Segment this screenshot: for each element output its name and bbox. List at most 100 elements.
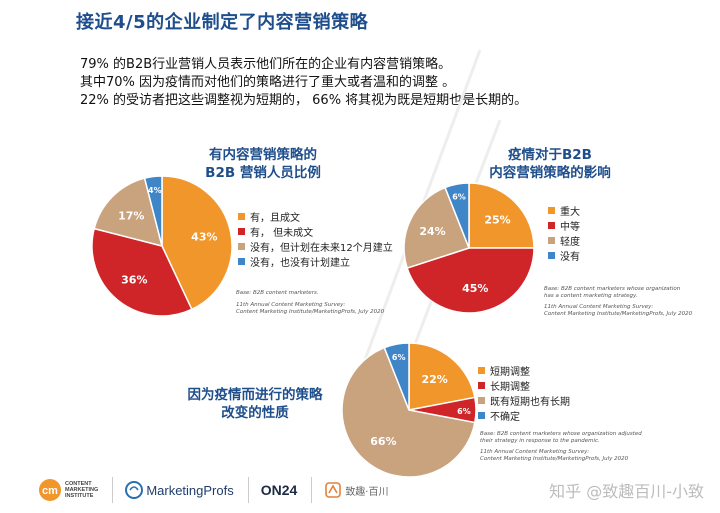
chart3-slice-label-3: 66%: [370, 435, 396, 448]
chart2-source-line-4: Content Marketing Institute/MarketingPro…: [544, 311, 693, 317]
chart1-source-line-3: Content Marketing Institute/MarketingPro…: [236, 309, 385, 315]
chart1-slice-label-2: 36%: [121, 273, 147, 286]
chart2-legend-item: 轻度: [548, 233, 580, 248]
chart2-legend-label: 轻度: [560, 237, 580, 248]
zhiqu-logo: 致趣·百川: [324, 481, 389, 499]
chart3-slice-3: [341, 346, 476, 478]
intro-line-1: 79% 的B2B行业营销人员表示他们所在的企业有内容营销策略。: [80, 57, 452, 72]
chart2-pie: 25% 45% 24% 6%: [403, 182, 535, 314]
footer-divider-1: [112, 477, 114, 503]
chart1-source: Base: B2B content marketers. 11th Annual…: [236, 290, 384, 316]
chart3-slice-label-2: 6%: [457, 407, 471, 416]
chart3-legend-swatch: [478, 397, 485, 404]
intro-line-3: 22% 的受访者把这些调整视为短期的， 66% 将其视为既是短期也是长期的。: [80, 93, 528, 108]
chart1-legend-item: 没有，也没有计划建立: [238, 254, 393, 269]
chart3-title-line-2: 改变的性质: [221, 405, 289, 421]
on24-logo: ON24: [261, 482, 298, 498]
chart2-legend-item: 重大: [548, 203, 580, 218]
chart3-legend-label: 长期调整: [490, 382, 530, 393]
chart3-slice-1: [408, 342, 476, 411]
chart2-slice-label-3: 24%: [419, 225, 445, 238]
chart2-legend-label: 没有: [560, 252, 580, 263]
chart1-legend-label: 有， 但未成文: [250, 228, 314, 239]
chart3-source-line-4: Content Marketing Institute/MarketingPro…: [480, 456, 629, 462]
zhihu-watermark: 知乎 @致趣百川-小致: [549, 482, 704, 501]
chart2-slice-label-4: 6%: [452, 193, 466, 202]
chart2-title-line-2: 内容营销策略的影响: [489, 165, 611, 181]
cmi-logo-mark-text: cm: [42, 485, 58, 497]
chart1-legend-item: 有， 但未成文: [238, 224, 393, 239]
chart3-legend-label: 既有短期也有长期: [490, 397, 570, 408]
cmi-logo-mark: cm: [39, 479, 61, 501]
marketingprofs-logo-text: MarketingProfs: [146, 482, 234, 498]
chart3-legend-label: 不确定: [490, 412, 520, 423]
chart3-legend-item: 短期调整: [478, 363, 570, 378]
chart3-legend-item: 既有短期也有长期: [478, 393, 570, 408]
chart2-slice-label-2: 45%: [462, 282, 488, 295]
chart3-source-line-2: their strategy in response to the pandem…: [480, 438, 600, 444]
chart1-slice-3: [93, 177, 164, 248]
chart3-legend-item: 长期调整: [478, 378, 570, 393]
zhiqu-logo-mark: [325, 482, 342, 498]
chart1-title-line-1: 有内容营销策略的: [209, 147, 317, 163]
chart2-slice-4: [444, 182, 470, 249]
chart2-source-line-1: Base: B2B content marketers whose organi…: [544, 286, 681, 292]
chart1-title: 有内容营销策略的 B2B 营销人员比例: [188, 146, 338, 182]
chart3-slice-label-4: 6%: [392, 353, 406, 362]
chart2-legend-swatch: [548, 252, 555, 259]
footer-divider-3: [311, 477, 313, 503]
chart3-slice-label-1: 22%: [421, 373, 447, 386]
chart2-source-line-2: has a content marketing strategy.: [544, 293, 638, 299]
chart3-legend-swatch: [478, 412, 485, 419]
chart1-slice-1: [161, 175, 233, 311]
intro-line-2: 其中70% 因为疫情而对他们的策略进行了重大或者温和的调整 。: [80, 75, 456, 90]
chart1-slice-label-1: 43%: [191, 231, 217, 244]
footer-divider-2: [247, 477, 249, 503]
chart1-title-line-2: B2B 营销人员比例: [205, 165, 321, 181]
chart3-title-line-1: 因为疫情而进行的策略: [187, 387, 323, 403]
chart1-legend-label: 没有，但计划在未来12个月建立: [250, 243, 393, 254]
chart1-slice-label-4: 4%: [148, 186, 162, 195]
chart3-legend-swatch: [478, 382, 485, 389]
chart1-slice-4: [143, 175, 163, 247]
page-title: 接近4/5的企业制定了内容营销策略: [76, 12, 369, 33]
chart1-source-line-2: 11th Annual Content Marketing Survey:: [236, 302, 346, 308]
chart2-source: Base: B2B content marketers whose organi…: [544, 286, 692, 318]
footer-logos: cm CONTENT MARKETING INSTITUTE Marketing…: [38, 472, 403, 508]
chart3-legend-label: 短期调整: [490, 367, 530, 378]
chart3-source: Base: B2B content marketers whose organi…: [480, 431, 642, 463]
chart2-legend-label: 重大: [560, 207, 580, 218]
chart2-legend-swatch: [548, 237, 555, 244]
chart3-legend-swatch: [478, 367, 485, 374]
chart1-source-line-1: Base: B2B content marketers.: [236, 290, 319, 296]
chart3-pie: 22% 6% 66% 6%: [341, 342, 477, 478]
chart1-legend-item: 有，且成文: [238, 209, 393, 224]
chart1-legend-swatch: [238, 243, 245, 250]
chart3-source-line-1: Base: B2B content marketers whose organi…: [480, 431, 642, 437]
chart1-legend-label: 有，且成文: [250, 213, 300, 224]
chart2-legend-swatch: [548, 207, 555, 214]
chart1-legend: 有，且成文有， 但未成文没有，但计划在未来12个月建立 没有，也没有计划建立: [238, 209, 393, 269]
chart2-title-line-1: 疫情对于B2B: [508, 147, 592, 163]
chart2-legend-label: 中等: [560, 222, 580, 233]
chart2-legend: 重大 中等 轻度 没有: [548, 203, 580, 263]
cmi-logo-line-1: CONTENT: [65, 481, 92, 487]
marketingprofs-logo-mark: [125, 481, 144, 499]
chart2-legend-item: 没有: [548, 248, 580, 263]
chart3-legend-item: 不确定: [478, 408, 570, 423]
chart3-slice-4: [383, 342, 410, 411]
chart2-slice-1: [468, 182, 535, 249]
chart2-source-line-3: 11th Annual Content Marketing Survey:: [544, 304, 654, 310]
chart1-pie: 43% 36% 17% 4%: [91, 175, 233, 317]
chart1-legend-swatch: [238, 213, 245, 220]
cmi-logo-line-2: MARKETING: [65, 487, 99, 493]
chart2-slice-label-1: 25%: [484, 214, 510, 227]
chart2-slice-2: [406, 247, 535, 314]
chart1-legend-label: 没有，也没有计划建立: [250, 258, 350, 269]
chart1-slice-2: [91, 227, 193, 317]
chart3-legend: 短期调整长期调整既有短期也有长期 不确定: [478, 363, 570, 423]
chart2-legend-swatch: [548, 222, 555, 229]
chart1-legend-swatch: [238, 258, 245, 265]
zhiqu-logo-text: 致趣·百川: [345, 486, 389, 498]
cmi-logo: cm CONTENT MARKETING INSTITUTE: [38, 478, 98, 502]
